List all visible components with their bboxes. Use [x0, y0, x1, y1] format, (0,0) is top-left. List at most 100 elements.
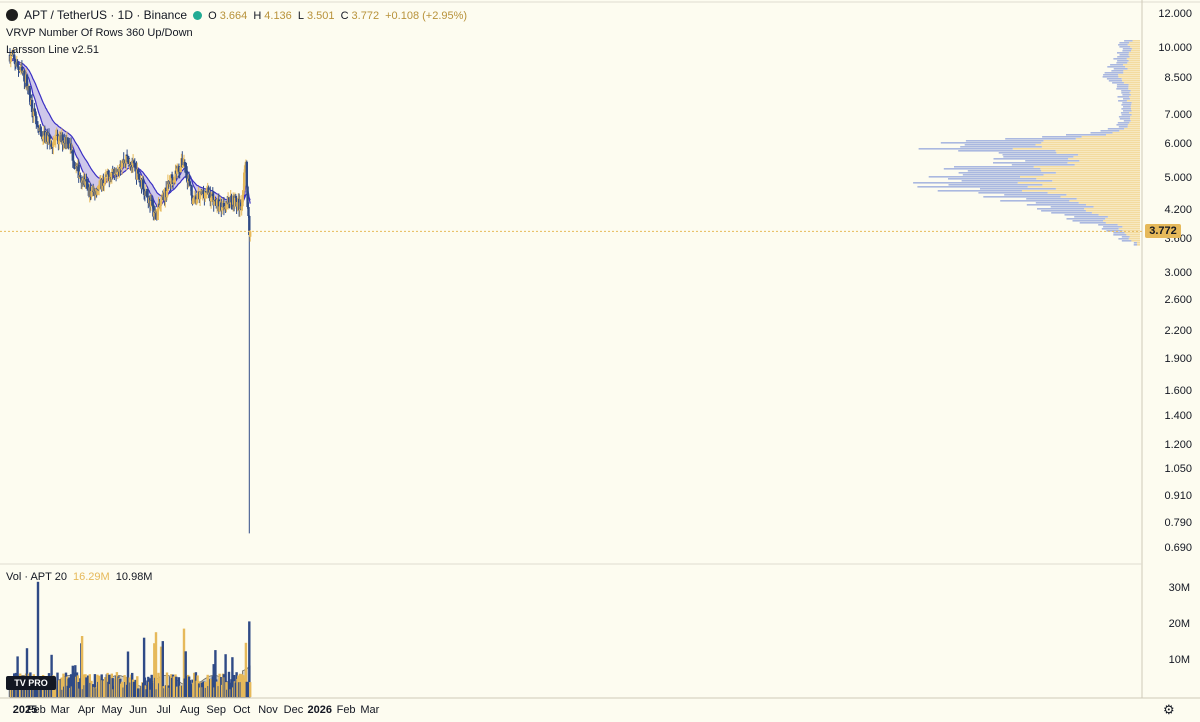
profile-row-down	[980, 188, 1056, 190]
volume-bar	[93, 674, 97, 697]
profile-row-up	[1069, 200, 1140, 202]
time-tick-label: Mar	[50, 704, 70, 716]
profile-row-up	[1098, 214, 1140, 216]
volume-bar	[142, 637, 146, 697]
time-tick-label: Oct	[233, 704, 251, 716]
candle	[177, 163, 181, 179]
profile-row-down	[1004, 194, 1067, 196]
profile-row-up	[1122, 230, 1140, 232]
price-tick-label: 5.000	[1164, 171, 1192, 184]
time-tick-label: Mar	[360, 704, 380, 716]
candle	[58, 131, 61, 150]
price-tick-label: 10.000	[1158, 42, 1192, 55]
volume-bar	[184, 651, 187, 697]
profile-row-down	[928, 176, 1020, 178]
profile-row-up	[1112, 132, 1140, 134]
profile-row-up	[1130, 46, 1140, 48]
profile-row-down	[1112, 82, 1124, 84]
volume-legend[interactable]: Vol · APT 20 16.29M 10.98M	[6, 571, 155, 583]
profile-row-down	[1123, 106, 1131, 108]
profile-row-up	[1128, 84, 1140, 86]
candle	[98, 175, 102, 186]
candle	[96, 185, 99, 196]
profile-row-down	[1123, 98, 1130, 100]
profile-row-up	[1125, 66, 1140, 68]
profile-row-up	[1137, 244, 1140, 246]
time-tick-label: Feb	[26, 704, 46, 716]
low-label: L	[297, 10, 304, 22]
candle	[66, 137, 69, 149]
volume-bar	[36, 581, 40, 697]
price-tick-label: 8.500	[1164, 72, 1192, 85]
profile-row-down	[1122, 94, 1131, 96]
profile-row-up	[1085, 210, 1140, 212]
tradingview-logo[interactable]: TV PRO	[6, 676, 56, 690]
close-value: 3.772	[351, 10, 380, 22]
volume-bar	[224, 654, 227, 697]
candle	[77, 159, 80, 183]
price-tick-label: 12.000	[1158, 8, 1192, 20]
price-tick-label: 7.000	[1164, 108, 1192, 121]
price-tick-label: 3.000	[1164, 267, 1192, 280]
profile-row-up	[1043, 140, 1140, 142]
profile-row-up	[1128, 238, 1140, 240]
volume-bar	[25, 648, 29, 697]
profile-row-up	[1136, 242, 1140, 244]
price-tick-label: 1.050	[1164, 463, 1192, 476]
profile-row-up	[1041, 170, 1140, 172]
profile-row-down	[1121, 114, 1132, 116]
candle	[110, 168, 113, 184]
profile-row-down	[960, 146, 1042, 148]
candle	[71, 149, 74, 168]
profile-row-down	[1118, 126, 1128, 128]
profile-row-up	[1022, 190, 1140, 192]
profile-row-down	[1042, 136, 1082, 138]
candle	[160, 193, 164, 201]
time-tick-label: Dec	[283, 704, 304, 716]
profile-row-down	[1119, 118, 1131, 120]
price-tick-label: 4.200	[1164, 204, 1192, 217]
profile-row-down	[1108, 80, 1123, 82]
candle	[48, 133, 52, 150]
candle	[72, 153, 75, 169]
profile-row-up	[1108, 216, 1140, 218]
profile-row-up	[1127, 44, 1140, 46]
volume-bar	[214, 650, 217, 697]
profile-row-down	[1116, 84, 1129, 86]
indicator-vrvp-legend[interactable]: VRVP Number Of Rows 360 Up/Down	[6, 27, 193, 39]
profile-row-up	[1129, 98, 1140, 100]
profile-row-down	[1000, 200, 1070, 202]
candle	[156, 207, 159, 220]
candle	[173, 176, 176, 181]
profile-row-up	[1041, 142, 1140, 144]
profile-row-up	[1130, 90, 1140, 92]
candle	[152, 200, 155, 221]
profile-row-down	[1066, 218, 1106, 220]
candle	[188, 174, 192, 186]
profile-row-up	[1052, 180, 1140, 182]
volume-bar	[206, 674, 209, 697]
candle	[17, 61, 20, 77]
profile-row-up	[1079, 160, 1140, 162]
candle	[233, 192, 237, 209]
symbol-title[interactable]: APT / TetherUS · 1D · Binance	[24, 8, 188, 22]
indicator-larsson-legend[interactable]: Larsson Line v2.51	[6, 44, 99, 56]
volume-bar	[69, 674, 73, 697]
price-tick-label: 1.900	[1164, 352, 1192, 365]
volume-bar	[248, 621, 251, 697]
volume-bar	[126, 651, 130, 697]
time-tick-label: Jul	[156, 704, 171, 716]
profile-row-up	[1118, 228, 1140, 230]
candle	[137, 171, 141, 183]
profile-row-up	[1055, 150, 1140, 152]
time-tick-label: Aug	[180, 704, 200, 716]
volume-bar	[249, 682, 252, 697]
profile-row-up	[1019, 176, 1140, 178]
gear-icon[interactable]: ⚙	[1163, 702, 1175, 717]
candle	[211, 187, 214, 198]
symbol-legend[interactable]: APT / TetherUS · 1D · Binance O 3.664 H 4.…	[6, 8, 470, 22]
profile-row-down	[1121, 236, 1130, 238]
profile-row-down	[958, 172, 1056, 174]
profile-row-up	[1047, 192, 1140, 194]
